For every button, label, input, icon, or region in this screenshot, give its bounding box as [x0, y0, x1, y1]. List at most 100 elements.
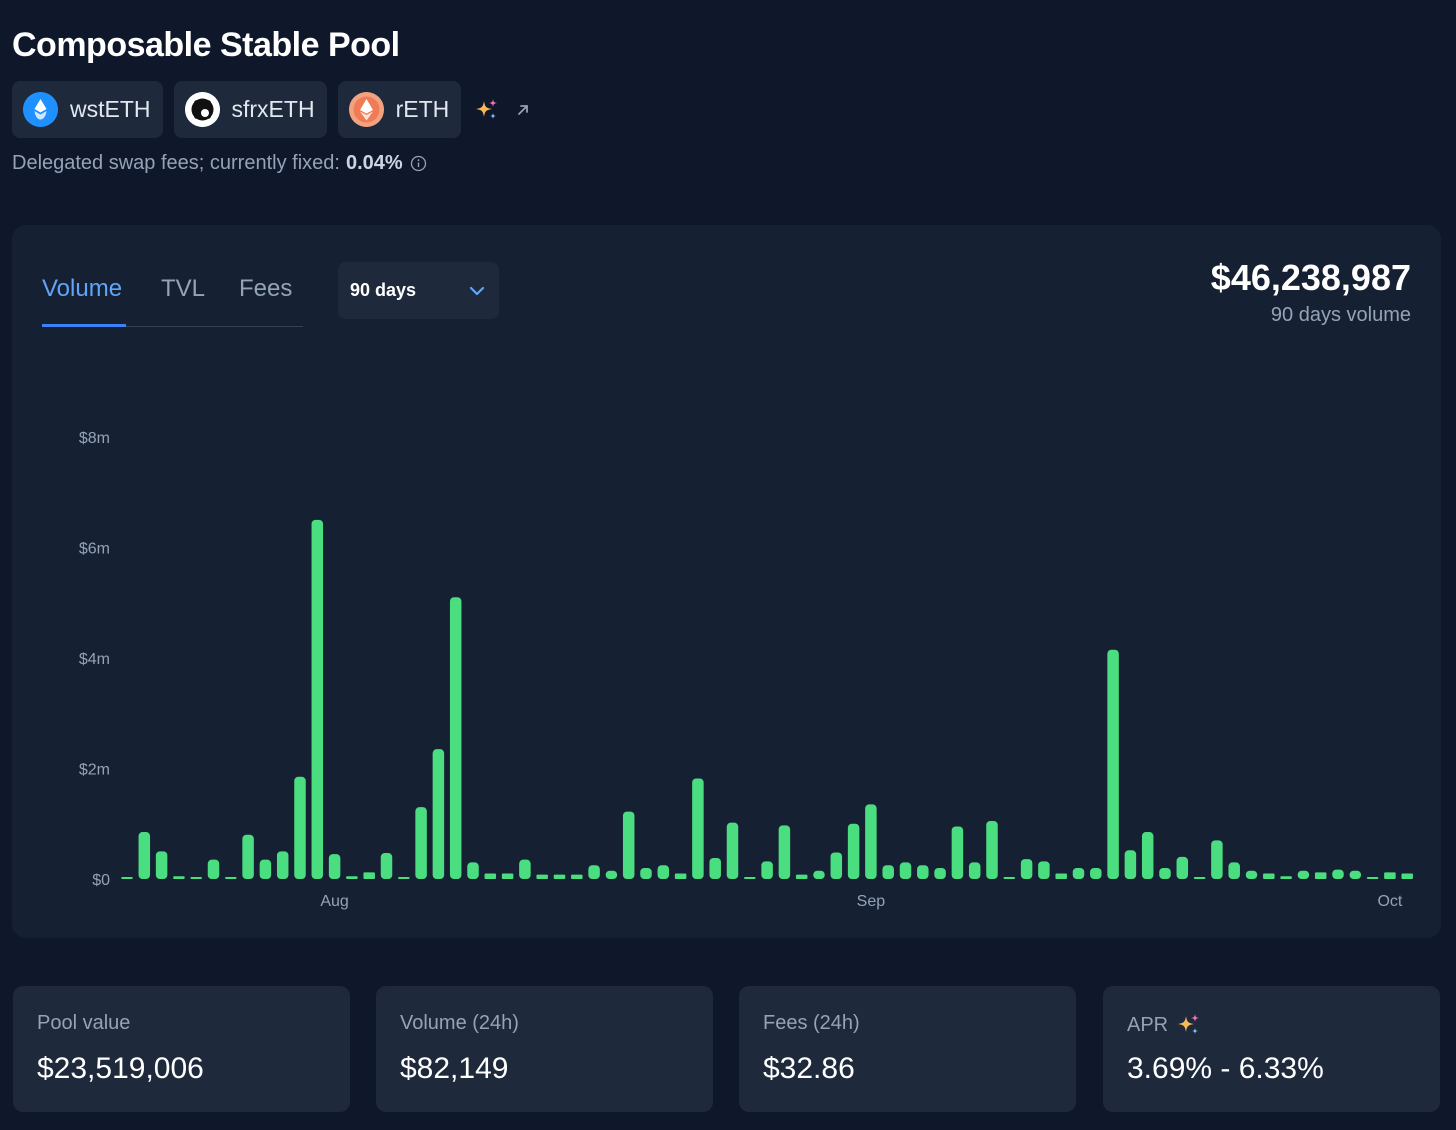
- volume-bar[interactable]: [709, 858, 721, 879]
- volume-bar[interactable]: [1124, 850, 1137, 879]
- volume-bar[interactable]: [1297, 870, 1310, 879]
- volume-bar[interactable]: [328, 854, 341, 879]
- time-range-value: 90 days: [350, 280, 417, 300]
- volume-bar[interactable]: [934, 867, 946, 879]
- active-tab-indicator: [42, 324, 126, 327]
- volume-bar[interactable]: [744, 877, 756, 879]
- volume-bar[interactable]: [1107, 649, 1119, 879]
- volume-bar[interactable]: [363, 872, 375, 879]
- info-icon[interactable]: [410, 155, 427, 172]
- tab-fees[interactable]: Fees: [239, 275, 293, 302]
- volume-bar[interactable]: [1003, 877, 1016, 879]
- volume-bar[interactable]: [1072, 867, 1085, 879]
- volume-bar[interactable]: [242, 834, 254, 879]
- volume-bar[interactable]: [121, 877, 133, 879]
- stat-card-volume-24h: Volume (24h) $82,149: [376, 986, 713, 1112]
- volume-bar[interactable]: [1349, 870, 1362, 879]
- volume-bar[interactable]: [311, 519, 324, 879]
- volume-bar[interactable]: [449, 597, 462, 879]
- volume-bar[interactable]: [1211, 840, 1223, 879]
- volume-bar[interactable]: [726, 822, 739, 879]
- volume-bar[interactable]: [155, 851, 168, 879]
- volume-bar[interactable]: [346, 876, 358, 879]
- token-pill-wsteth[interactable]: wstETH: [12, 81, 163, 138]
- time-range-select[interactable]: 90 days: [338, 262, 499, 319]
- x-axis-tick-label: Sep: [857, 893, 886, 910]
- volume-bar[interactable]: [207, 859, 220, 879]
- volume-bar[interactable]: [692, 778, 704, 879]
- volume-bar[interactable]: [138, 832, 151, 879]
- volume-bar[interactable]: [640, 867, 652, 879]
- volume-bar[interactable]: [605, 870, 618, 879]
- volume-bar[interactable]: [1193, 877, 1206, 879]
- volume-bar[interactable]: [917, 865, 929, 879]
- volume-bar[interactable]: [553, 874, 566, 879]
- wsteth-token-icon: [23, 92, 58, 127]
- volume-bar[interactable]: [1090, 867, 1102, 879]
- volume-bar[interactable]: [259, 859, 272, 879]
- volume-bar[interactable]: [190, 877, 202, 879]
- chart-tabs: Volume TVL Fees: [42, 265, 303, 327]
- volume-bar[interactable]: [1038, 861, 1050, 879]
- volume-bar[interactable]: [986, 820, 998, 879]
- volume-bar[interactable]: [1401, 873, 1413, 879]
- volume-bar[interactable]: [398, 877, 410, 879]
- volume-bar[interactable]: [865, 804, 877, 879]
- volume-bar[interactable]: [1245, 870, 1258, 879]
- token-pill-reth[interactable]: rETH: [337, 81, 462, 138]
- volume-bar[interactable]: [519, 859, 531, 879]
- stat-label: Fees (24h): [763, 1012, 860, 1034]
- volume-bar[interactable]: [571, 874, 583, 879]
- volume-bar[interactable]: [1228, 862, 1240, 879]
- stat-value: $23,519,006: [37, 1052, 204, 1085]
- token-symbol: rETH: [395, 96, 450, 122]
- volume-bar[interactable]: [968, 862, 981, 879]
- volume-bar[interactable]: [813, 870, 825, 879]
- volume-bar[interactable]: [847, 823, 860, 879]
- volume-bar[interactable]: [501, 873, 514, 879]
- volume-bar[interactable]: [830, 852, 843, 879]
- volume-bar[interactable]: [1332, 869, 1344, 879]
- external-link-icon[interactable]: [514, 101, 532, 119]
- volume-bar[interactable]: [761, 861, 773, 879]
- volume-bar[interactable]: [173, 876, 185, 879]
- volume-bar[interactable]: [1020, 859, 1033, 879]
- volume-bar[interactable]: [432, 749, 445, 879]
- volume-bar[interactable]: [380, 853, 393, 879]
- tab-tvl[interactable]: TVL: [161, 275, 206, 302]
- volume-bar[interactable]: [588, 865, 600, 879]
- tab-volume[interactable]: Volume: [42, 275, 123, 302]
- volume-bar[interactable]: [1314, 872, 1327, 879]
- volume-bar[interactable]: [415, 807, 427, 879]
- sparkle-icon[interactable]: [1176, 1012, 1202, 1038]
- volume-bar[interactable]: [674, 873, 687, 879]
- volume-bar[interactable]: [1176, 856, 1189, 879]
- volume-bar[interactable]: [1141, 832, 1154, 879]
- volume-bar[interactable]: [536, 874, 548, 879]
- volume-bar[interactable]: [225, 877, 237, 879]
- volume-bar[interactable]: [882, 865, 894, 879]
- total-volume-caption: 90 days volume: [1270, 304, 1411, 326]
- volume-bar[interactable]: [778, 825, 791, 879]
- volume-bar[interactable]: [657, 865, 670, 879]
- reth-token-icon: [348, 92, 384, 127]
- volume-bar[interactable]: [484, 873, 497, 879]
- volume-bar[interactable]: [1055, 873, 1067, 879]
- x-axis-tick-label: Aug: [320, 893, 348, 910]
- volume-bar[interactable]: [1366, 877, 1379, 879]
- volume-bar[interactable]: [1280, 876, 1292, 879]
- volume-bar[interactable]: [899, 862, 912, 879]
- volume-bar[interactable]: [622, 811, 635, 879]
- volume-bar[interactable]: [795, 874, 808, 879]
- volume-bar[interactable]: [951, 826, 964, 879]
- token-pill-sfrxeth[interactable]: sfrxETH: [173, 81, 327, 138]
- volume-bar[interactable]: [1159, 867, 1171, 879]
- volume-bar[interactable]: [467, 862, 479, 879]
- swap-fee-info: Delegated swap fees; currently fixed: 0.…: [12, 152, 427, 175]
- volume-bar[interactable]: [1263, 873, 1275, 879]
- volume-bar[interactable]: [1384, 872, 1396, 879]
- volume-bar[interactable]: [276, 851, 289, 879]
- volume-bar[interactable]: [294, 776, 306, 879]
- y-axis-tick-label: $8m: [79, 430, 110, 447]
- stat-label: Pool value: [37, 1012, 131, 1034]
